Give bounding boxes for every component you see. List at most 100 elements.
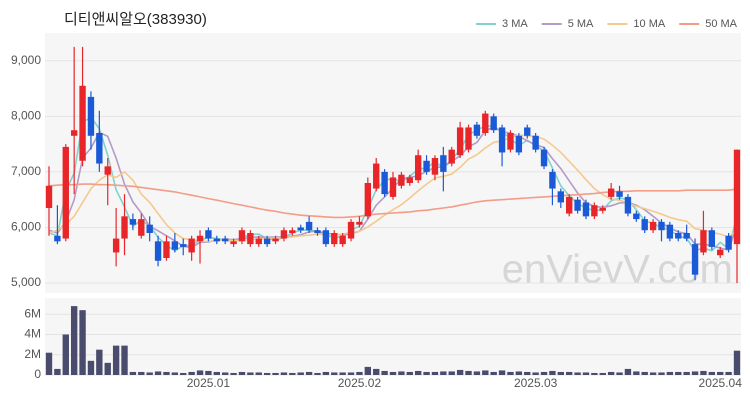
- volume-bar: [389, 371, 397, 375]
- candle-body: [314, 230, 321, 233]
- candle-body: [171, 241, 179, 250]
- candle-body: [582, 202, 590, 217]
- candle-body: [45, 185, 53, 208]
- y-tick-label: 6M: [24, 306, 41, 320]
- volume-bar: [180, 372, 187, 375]
- candle-body: [373, 163, 380, 189]
- volume-bar: [305, 371, 313, 375]
- volume-bar: [666, 371, 674, 375]
- candle-body: [222, 238, 229, 242]
- candle-body: [566, 196, 573, 214]
- candle-body: [708, 230, 716, 247]
- volume-bar: [683, 371, 690, 375]
- x-tick-label: 2025.01: [187, 376, 231, 390]
- candle-body: [398, 174, 405, 186]
- candle-body: [104, 166, 111, 175]
- candle-body: [146, 224, 153, 233]
- volume-panel: [45, 298, 741, 375]
- volume-bar: [112, 345, 120, 375]
- legend-label: 5 MA: [568, 18, 594, 30]
- y-tick-label: 4M: [24, 327, 41, 341]
- candle-body: [163, 241, 170, 258]
- ma-line: [48, 134, 738, 243]
- volume-bar: [540, 371, 548, 375]
- candle-body: [414, 155, 422, 181]
- candle-body: [691, 244, 699, 275]
- y-tick-label: 0: [34, 367, 41, 381]
- candle-body: [230, 241, 237, 245]
- candle-body: [540, 149, 548, 167]
- volume-bar: [700, 370, 707, 375]
- volume-bar: [45, 352, 53, 375]
- legend: 50 MA 10 MA 5 MA 3 MA: [476, 18, 738, 30]
- volume-bar: [473, 371, 481, 375]
- volume-bar: [691, 371, 699, 375]
- y-tick-label: 2M: [24, 347, 41, 361]
- candle-body: [305, 221, 313, 231]
- volume-bar: [649, 372, 657, 375]
- candle-body: [297, 227, 304, 231]
- volume-bar: [515, 371, 523, 375]
- candle-body: [381, 171, 388, 195]
- candle-body: [70, 130, 78, 136]
- candle-body: [121, 216, 128, 239]
- candle-body: [549, 171, 556, 189]
- volume-bar: [163, 371, 170, 375]
- y-tick-label: 9,000: [11, 53, 41, 67]
- candle-body: [112, 238, 120, 253]
- volume-bar: [465, 370, 472, 375]
- volume-bar: [549, 370, 556, 375]
- candle-body: [515, 135, 523, 153]
- candle-body: [356, 221, 363, 225]
- volume-bar: [62, 334, 69, 375]
- candle-body: [624, 196, 632, 214]
- candle-body: [683, 233, 690, 239]
- candle-body: [700, 230, 707, 253]
- candle-body: [431, 158, 439, 175]
- ma-line: [48, 183, 738, 219]
- candle-body: [498, 127, 506, 153]
- candle-body: [482, 113, 489, 133]
- volume-bar: [658, 372, 665, 375]
- volume-bar: [188, 371, 195, 375]
- y-tick-label: 5,000: [11, 275, 41, 289]
- volume-bar: [238, 371, 246, 375]
- volume-bar: [373, 368, 380, 375]
- volume-bar: [104, 362, 111, 375]
- volume-bar: [121, 345, 128, 375]
- chart-title: 디티앤씨알오(383930): [64, 11, 207, 28]
- candle-body: [574, 199, 581, 211]
- volume-bar: [566, 371, 573, 375]
- candle-body: [423, 160, 430, 172]
- candle-body: [129, 219, 137, 225]
- candle-body: [473, 124, 481, 136]
- volume-bar: [154, 371, 162, 375]
- candle-body: [364, 183, 372, 217]
- legend-label: 3 MA: [502, 18, 528, 30]
- y-tick-label: 7,000: [11, 164, 41, 178]
- volume-bar: [196, 370, 204, 375]
- candle-body: [138, 219, 145, 236]
- volume-bar: [599, 372, 606, 375]
- volume-bar: [616, 372, 623, 375]
- y-tick-label: 8,000: [11, 109, 41, 123]
- volume-bar: [406, 371, 413, 375]
- candle-body: [272, 238, 279, 242]
- candle-body: [322, 230, 330, 245]
- volume-bar: [591, 372, 598, 375]
- candle-body: [62, 146, 69, 239]
- volume-bar: [574, 372, 581, 375]
- candle-body: [456, 127, 464, 156]
- candle-body: [238, 230, 246, 242]
- candle-body: [247, 233, 254, 245]
- candle-body: [524, 127, 531, 136]
- volume-bar: [524, 371, 531, 375]
- volume-bar: [624, 368, 632, 375]
- legend-label: 10 MA: [633, 18, 665, 30]
- candle-body: [557, 191, 564, 203]
- candle-body: [633, 213, 640, 220]
- volume-bar: [96, 349, 103, 375]
- candle-body: [725, 235, 732, 250]
- candle-body: [658, 221, 665, 231]
